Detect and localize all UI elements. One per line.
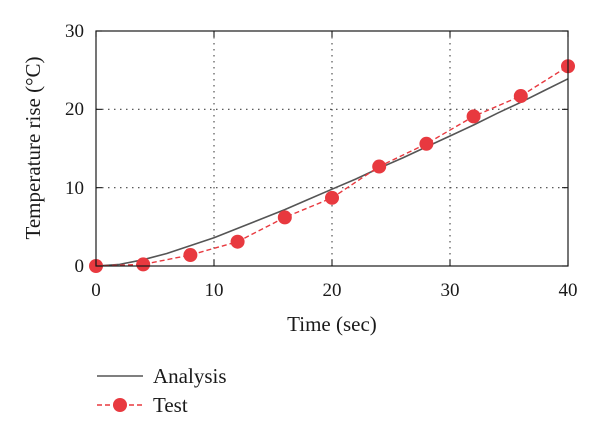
- x-tick-label: 40: [559, 280, 578, 301]
- analysis-series: [95, 78, 569, 267]
- test-point: [230, 234, 245, 249]
- y-tick-label: 0: [75, 256, 85, 277]
- test-point: [136, 257, 151, 272]
- test-point: [372, 159, 387, 174]
- test-point: [466, 109, 481, 124]
- legend-item-analysis: Analysis: [97, 364, 227, 388]
- legend-test-label: Test: [153, 393, 188, 417]
- y-tick-label: 10: [65, 178, 84, 199]
- y-tick-label: 20: [65, 99, 84, 120]
- test-point: [419, 136, 434, 151]
- test-point: [325, 190, 339, 205]
- legend: Analysis Test: [97, 364, 227, 417]
- y-axis-title: Temperature rise (°C): [21, 56, 45, 239]
- x-tick-labels: 0 10 20 30 40: [91, 280, 577, 301]
- analysis-line: [95, 78, 569, 267]
- legend-analysis-label: Analysis: [153, 364, 227, 388]
- y-tick-label: 30: [65, 21, 84, 42]
- x-tick-label: 0: [91, 280, 101, 301]
- axis-ticks: [95, 30, 569, 267]
- x-tick-label: 10: [205, 280, 224, 301]
- gridlines: [96, 31, 568, 266]
- test-point: [277, 210, 292, 225]
- x-tick-label: 30: [441, 280, 460, 301]
- plot-frame: [95, 30, 569, 267]
- x-tick-label: 20: [323, 280, 342, 301]
- legend-test-marker: [113, 398, 127, 412]
- test-point: [183, 248, 198, 263]
- legend-item-test: Test: [97, 393, 188, 417]
- y-tick-labels: 0 10 20 30: [65, 21, 84, 277]
- test-series: [89, 59, 575, 273]
- test-point: [513, 89, 528, 104]
- x-axis-title: Time (sec): [287, 312, 377, 336]
